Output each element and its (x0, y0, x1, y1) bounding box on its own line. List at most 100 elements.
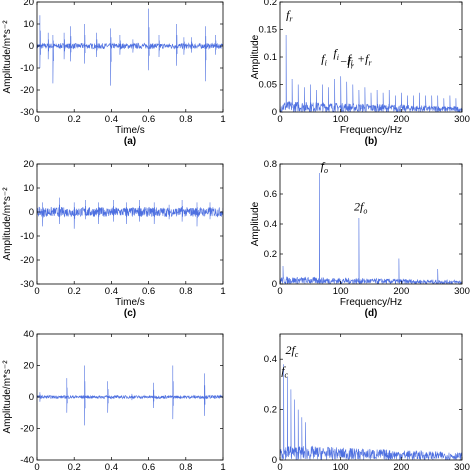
y-tick-label: 10 (23, 19, 34, 30)
annotation-subscript: c (285, 370, 289, 379)
x-tick-label: 200 (393, 114, 409, 125)
x-tick-label: 0 (277, 286, 282, 297)
annotation-main: f (321, 159, 326, 173)
series-line (37, 365, 223, 426)
x-tick-label: 0.8 (179, 286, 192, 297)
x-tick-label: 0.6 (142, 462, 155, 473)
y-tick-label: 10 (23, 183, 34, 194)
y-tick-label: 40 (23, 329, 34, 340)
annotation-subscript: r (368, 59, 372, 68)
y-tick-label: 20 (23, 361, 34, 372)
y-tick-label: 0.15 (259, 25, 278, 36)
x-axis-label: Frequency/Hz (340, 125, 402, 136)
plot-area (37, 365, 223, 426)
x-tick-label: 0.6 (142, 114, 155, 125)
annotation-main: 2f (285, 343, 296, 357)
y-tick-label: -20 (20, 424, 34, 435)
panel-d: 0 100 200 300 0 0.2 0.4 0.6 0.8 Frequency/Hz Ampli… (250, 159, 470, 319)
annotation-main: f (281, 363, 286, 377)
panel-b: 0 100 200 300 0 0.05 0.1 0.15 0.2 Frequency/Hz Amp… (250, 0, 470, 147)
panel-c: 0 0.2 0.4 0.6 0.8 1 -30 -20 -10 0 10 20 Time/s Amplit… (2, 159, 226, 319)
axes-box (279, 163, 463, 285)
x-tick-label: 300 (454, 114, 470, 125)
annotation-main: f (286, 8, 291, 22)
x-tick-label: 0 (34, 462, 39, 473)
y-tick-label: 0.4 (264, 354, 277, 365)
peak-annotation: 2fo (354, 200, 367, 216)
x-tick-label: 300 (454, 462, 470, 473)
x-tick-label: 0.8 (179, 114, 192, 125)
panel-label: (b) (365, 136, 378, 147)
peak-annotation: fi (333, 46, 339, 62)
annotation-subscript: i (337, 53, 339, 62)
series-line (280, 172, 462, 284)
y-axis-label: Amplitude (250, 201, 261, 246)
panel-e: 0 0.2 0.4 0.6 0.8 1 -40 -20 0 20 40 Amplitude/m*s⁻² (2, 329, 226, 473)
annotation-subscript: c (295, 350, 299, 359)
annotation-main: −f (339, 54, 352, 68)
peak-annotation: fr (286, 8, 293, 24)
annotation-main: f (333, 46, 338, 60)
x-tick-label: 300 (454, 286, 470, 297)
y-tick-label: 0 (29, 207, 34, 218)
x-axis-label: Frequency/Hz (340, 297, 402, 308)
panel-label: (d) (365, 308, 378, 319)
y-axis-label: Amplitude/m*s⁻² (2, 360, 13, 434)
y-tick-label: 0 (272, 107, 277, 118)
x-axis-label: Time/s (115, 125, 145, 136)
plot-area (37, 197, 223, 229)
y-axis-label: Amplitude/m*s⁻² (2, 20, 13, 94)
y-tick-label: 0.1 (264, 52, 277, 63)
annotation-main: +f (357, 52, 370, 66)
x-tick-label: 200 (393, 286, 409, 297)
axes-box (36, 1, 224, 113)
y-tick-label: 0 (29, 41, 34, 52)
series-line (37, 8, 223, 86)
panel-a: 0 0.2 0.4 0.6 0.8 1 -30 -20 -10 0 10 20 Time/s Amplit… (2, 0, 226, 147)
annotation-subscript: o (324, 166, 328, 175)
series-line (37, 197, 223, 229)
x-tick-label: 0 (277, 114, 282, 125)
x-tick-label: 200 (393, 462, 409, 473)
peak-annotation: +fr (357, 52, 372, 68)
x-tick-label: 0.2 (68, 462, 81, 473)
annotation-subscript: o (363, 207, 367, 216)
x-tick-label: 0.6 (142, 286, 155, 297)
x-axis-label: Time/s (115, 297, 145, 308)
peak-annotation: fo (321, 159, 328, 175)
y-tick-label: -10 (20, 63, 34, 74)
y-tick-label: -30 (20, 107, 34, 118)
y-tick-label: 0.2 (264, 249, 277, 260)
series-line (280, 34, 462, 112)
peak-annotation: fi (347, 52, 353, 68)
y-tick-label: 20 (23, 0, 34, 8)
x-tick-label: 1 (220, 286, 225, 297)
series-line (280, 364, 462, 460)
y-tick-label: 0 (272, 279, 277, 290)
peak-annotation: −fr (339, 54, 354, 70)
annotation-subscript: i (351, 59, 353, 68)
x-tick-label: 0.2 (68, 114, 81, 125)
x-tick-label: 0.4 (105, 462, 118, 473)
y-tick-label: -40 (20, 455, 34, 466)
x-tick-label: 1 (220, 114, 225, 125)
plot-area (280, 364, 462, 460)
peak-annotation: fc (281, 363, 288, 379)
y-tick-label: 0.6 (264, 189, 277, 200)
axes-box (279, 333, 463, 461)
axes-box (36, 163, 224, 285)
y-tick-label: 0.8 (264, 159, 277, 170)
x-tick-label: 100 (333, 114, 349, 125)
x-tick-label: 0.2 (68, 286, 81, 297)
y-tick-label: 0.2 (264, 405, 277, 416)
panel-label: (a) (124, 136, 136, 147)
x-tick-label: 0.4 (105, 286, 118, 297)
y-tick-label: 0.05 (259, 80, 278, 91)
y-tick-label: -10 (20, 231, 34, 242)
x-tick-label: 0.4 (105, 114, 118, 125)
x-tick-label: 100 (333, 286, 349, 297)
x-tick-label: 100 (333, 462, 349, 473)
plot-area (280, 172, 462, 284)
